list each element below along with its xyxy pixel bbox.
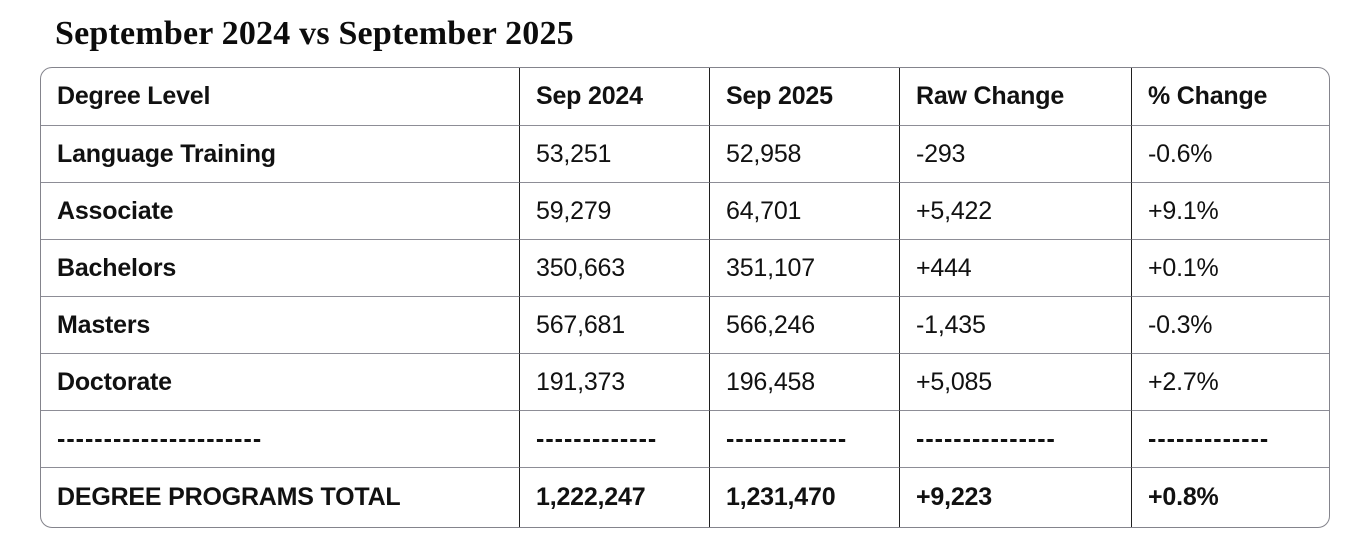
- raw-change-cell: -293: [899, 125, 1131, 183]
- sep-2025-cell: -------------: [709, 410, 899, 468]
- sep-2024-cell: 191,373: [519, 353, 709, 411]
- raw-change-cell: -1,435: [899, 296, 1131, 354]
- degree-level-cell: DEGREE PROGRAMS TOTAL: [41, 467, 519, 527]
- column-header-raw-change: Raw Change: [899, 68, 1131, 126]
- degree-level-cell: Doctorate: [41, 353, 519, 410]
- page: September 2024 vs September 2025 Degree …: [40, 15, 1330, 529]
- degree-level-cell: ----------------------: [41, 410, 519, 467]
- pct-change-cell: -0.3%: [1131, 296, 1329, 354]
- table-row: Bachelors 350,663 351,107 +444 +0.1%: [41, 239, 1329, 297]
- sep-2025-cell: 351,107: [709, 239, 899, 297]
- page-title: September 2024 vs September 2025: [55, 15, 574, 52]
- pct-change-cell: -------------: [1131, 410, 1329, 468]
- sep-2025-cell: 52,958: [709, 125, 899, 183]
- separator-row: ---------------------- ------------- -----…: [41, 410, 1329, 468]
- raw-change-cell: ---------------: [899, 410, 1131, 468]
- sep-2024-cell: 59,279: [519, 182, 709, 240]
- raw-change-cell: +5,085: [899, 353, 1131, 411]
- sep-2024-cell: 350,663: [519, 239, 709, 297]
- table-row: Language Training 53,251 52,958 -293 -0.6%: [41, 125, 1329, 183]
- table-row: Associate 59,279 64,701 +5,422 +9.1%: [41, 182, 1329, 240]
- sep-2024-cell: 53,251: [519, 125, 709, 183]
- table-row: Masters 567,681 566,246 -1,435 -0.3%: [41, 296, 1329, 354]
- degree-level-cell: Language Training: [41, 125, 519, 182]
- column-header-degree-level: Degree Level: [57, 82, 211, 111]
- sep-2025-cell: 64,701: [709, 182, 899, 240]
- sep-2024-cell: 1,222,247: [519, 467, 709, 528]
- degree-level-cell: Masters: [41, 296, 519, 353]
- raw-change-cell: +444: [899, 239, 1131, 297]
- pct-change-cell: -0.6%: [1131, 125, 1329, 183]
- sep-2024-cell: -------------: [519, 410, 709, 468]
- pct-change-cell: +0.8%: [1131, 467, 1329, 528]
- column-header-sep-2025: Sep 2025: [709, 68, 899, 126]
- table-row: Doctorate 191,373 196,458 +5,085 +2.7%: [41, 353, 1329, 411]
- raw-change-cell: +5,422: [899, 182, 1131, 240]
- column-header-pct-change: % Change: [1131, 68, 1329, 126]
- sep-2025-cell: 1,231,470: [709, 467, 899, 528]
- raw-change-cell: +9,223: [899, 467, 1131, 528]
- sep-2024-cell: 567,681: [519, 296, 709, 354]
- sep-2025-cell: 566,246: [709, 296, 899, 354]
- degree-level-cell: Bachelors: [41, 239, 519, 296]
- header-row: Degree Level Sep 2024 Sep 2025 Raw Chang…: [41, 68, 1329, 126]
- pct-change-cell: +0.1%: [1131, 239, 1329, 297]
- degree-level-cell: Associate: [41, 182, 519, 239]
- comparison-table: Degree Level Sep 2024 Sep 2025 Raw Chang…: [40, 67, 1330, 529]
- total-row: DEGREE PROGRAMS TOTAL 1,222,247 1,231,470 +…: [41, 467, 1329, 528]
- pct-change-cell: +2.7%: [1131, 353, 1329, 411]
- column-header-sep-2024: Sep 2024: [519, 68, 709, 126]
- pct-change-cell: +9.1%: [1131, 182, 1329, 240]
- sep-2025-cell: 196,458: [709, 353, 899, 411]
